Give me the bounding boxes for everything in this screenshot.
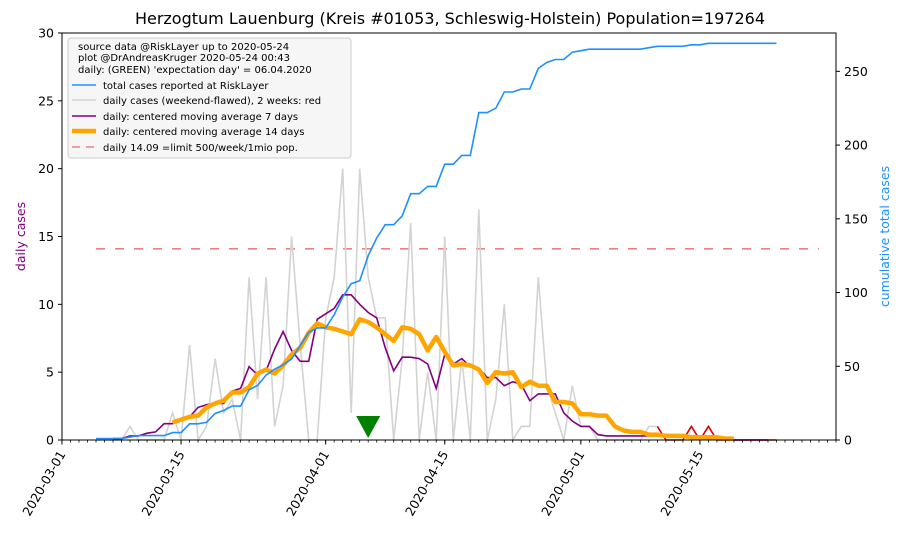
- legend-header-2: plot @DrAndreasKruger 2020-05-24 00:43: [78, 53, 290, 64]
- expectation-day-marker: [356, 416, 381, 438]
- right-y-tick-label: 200: [844, 138, 868, 153]
- left-y-tick-label: 10: [38, 297, 54, 312]
- left-y-tick-label: 15: [38, 229, 54, 244]
- left-y-tick-label: 20: [38, 161, 54, 176]
- legend-entry-ma7: daily: centered moving average 7 days: [103, 112, 298, 123]
- ma14-line: [171, 317, 734, 441]
- left-y-tick-label: 0: [46, 433, 54, 448]
- chart-title: Herzogtum Lauenburg (Kreis #01053, Schle…: [135, 9, 765, 28]
- legend-entry-daily: daily cases (weekend-flawed), 2 weeks: r…: [103, 96, 321, 107]
- right-y-tick-label: 50: [844, 359, 860, 374]
- x-tick-label: 2020-04-15: [402, 448, 451, 518]
- right-y-tick-label: 0: [844, 433, 852, 448]
- legend-box: [67, 37, 352, 159]
- x-tick-label: 2020-03-01: [19, 448, 68, 518]
- x-tick-label: 2020-04-01: [283, 448, 332, 518]
- right-y-tick-label: 250: [844, 64, 868, 79]
- left-axis-label: daily cases: [13, 202, 28, 271]
- right-y-tick-label: 100: [844, 285, 868, 300]
- legend: source data @RiskLayer up to 2020-05-24 …: [67, 37, 352, 159]
- right-axis-label: cumulative total cases: [877, 166, 892, 307]
- legend-header-1: source data @RiskLayer up to 2020-05-24: [78, 42, 289, 53]
- left-y-tick-label: 5: [46, 365, 54, 380]
- x-tick-label: 2020-05-15: [657, 448, 706, 518]
- legend-header-3: daily: (GREEN) 'expectation day' = 06.04…: [78, 65, 312, 76]
- legend-entry-ma14: daily: centered moving average 14 days: [103, 127, 304, 138]
- legend-entry-total: total cases reported at RiskLayer: [103, 81, 269, 92]
- left-y-tick-label: 30: [38, 26, 54, 41]
- daily-cases-line: [96, 168, 658, 443]
- total-cases-line: [96, 42, 777, 440]
- left-y-tick-label: 25: [38, 93, 54, 108]
- legend-entry-limit: daily 14.09 =limit 500/week/1mio pop.: [103, 143, 298, 154]
- right-y-tick-label: 150: [844, 211, 868, 226]
- x-tick-label: 2020-05-01: [538, 448, 587, 518]
- x-tick-label: 2020-03-15: [138, 448, 187, 518]
